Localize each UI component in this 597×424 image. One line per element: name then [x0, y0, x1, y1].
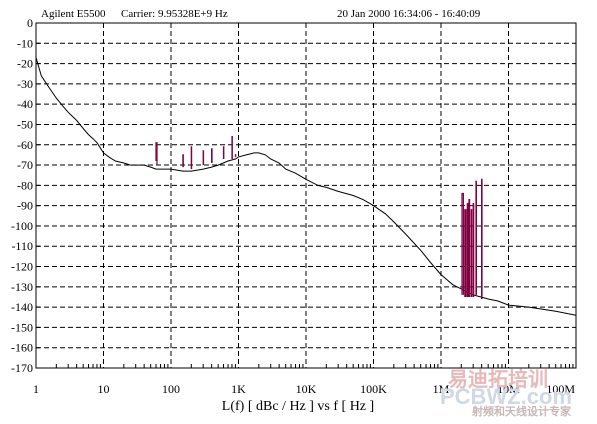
carrier-label: Carrier: 9.95328E+9 Hz	[121, 8, 228, 20]
x-axis-title: L(f) [ dBc / Hz ] vs f [ Hz ]	[222, 399, 374, 414]
y-tick-label: -100	[11, 219, 33, 233]
y-tick-label: -80	[17, 178, 33, 192]
y-tick-label: -60	[17, 138, 33, 152]
y-tick-label: 0	[27, 16, 33, 30]
spur-trace	[465, 210, 466, 297]
x-tick-label: 100	[162, 382, 180, 396]
instrument-label: Agilent E5500	[41, 8, 106, 20]
y-tick-label: -130	[11, 280, 33, 294]
y-tick-label: -10	[17, 36, 33, 50]
y-tick-label: -150	[11, 320, 33, 334]
y-tick-label: -40	[17, 97, 33, 111]
y-tick-label: -120	[11, 260, 33, 274]
x-tick-label: 10K	[296, 382, 317, 396]
x-tick-label: 10	[98, 382, 110, 396]
y-tick-label: -160	[11, 341, 33, 355]
datetime-label: 20 Jan 2000 16:34:06 - 16:40:09	[337, 8, 481, 20]
y-tick-label: -90	[17, 199, 33, 213]
y-tick-label: -70	[17, 158, 33, 172]
spur-trace	[471, 210, 472, 297]
spur-trace	[473, 204, 474, 297]
y-tick-label: -50	[17, 117, 33, 131]
x-tick-label: 1K	[231, 382, 246, 396]
spur-trace	[469, 200, 470, 297]
y-tick-label: -170	[11, 361, 33, 375]
spur-trace	[467, 204, 468, 297]
watermark: 易迪拓培训 PCBWZ.com 射频和天线设计专家	[416, 367, 597, 419]
y-tick-label: -140	[11, 300, 33, 314]
x-tick-label: 1	[33, 382, 39, 396]
y-tick-label: -30	[17, 77, 33, 91]
y-tick-label: -20	[17, 57, 33, 71]
watermark-tagline: 射频和天线设计专家	[471, 404, 572, 418]
x-tick-label: 100K	[360, 382, 387, 396]
y-tick-label: -110	[11, 239, 33, 253]
chart-header: Agilent E5500 Carrier: 9.95328E+9 Hz 20 …	[41, 8, 481, 20]
